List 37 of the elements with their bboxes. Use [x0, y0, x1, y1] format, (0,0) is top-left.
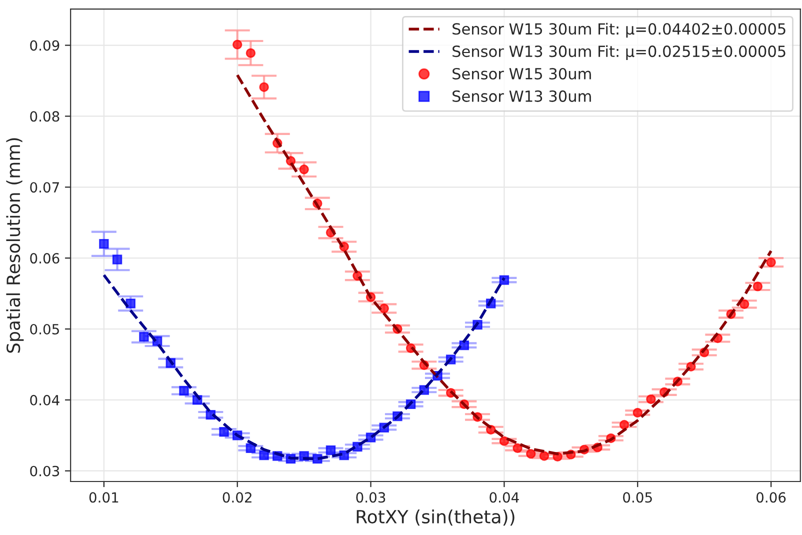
point: [632, 408, 642, 418]
point: [619, 420, 630, 430]
y-tick-label: 0.07: [30, 182, 59, 193]
legend-label: Sensor W13 30um: [452, 90, 591, 102]
y-tick-label: 0.08: [30, 111, 60, 122]
x-tick-label: 0.02: [222, 492, 252, 503]
point: [259, 450, 269, 460]
point: [326, 445, 336, 456]
point: [246, 443, 256, 454]
point: [499, 436, 510, 446]
point: [99, 239, 109, 249]
y-tick-label: 0.09: [30, 40, 60, 51]
x-tick-label: 0.04: [490, 492, 519, 503]
legend-label: Sensor W15 30um Fit: μ=0.04402±0.00005: [452, 22, 786, 38]
y-axis-title: Spatial Resolution (mm): [6, 138, 24, 353]
y-tick-label: 0.03: [30, 466, 60, 476]
point: [512, 443, 522, 454]
y-tick-label: 0.05: [30, 324, 59, 334]
legend-label: Sensor W15 30um: [452, 68, 591, 80]
x-tick-label: 0.06: [756, 492, 786, 503]
point: [752, 282, 763, 292]
point: [232, 40, 242, 50]
point: [126, 298, 136, 308]
point: [526, 448, 536, 459]
point: [299, 164, 309, 174]
legend-label: Sensor W13 30um Fit: μ=0.02515±0.00005: [452, 45, 786, 60]
x-tick-label: 0.05: [623, 492, 652, 503]
x-tick-label: 0.01: [89, 492, 118, 503]
point: [766, 257, 776, 268]
x-axis-title: RotXY (sin(theta)): [356, 510, 514, 526]
point: [259, 82, 269, 92]
point: [112, 254, 122, 264]
y-tick-label: 0.06: [30, 253, 60, 264]
x-tick-label: 0.03: [356, 492, 386, 503]
point: [539, 451, 550, 461]
point: [246, 48, 256, 58]
y-tick-label: 0.04: [30, 394, 60, 406]
